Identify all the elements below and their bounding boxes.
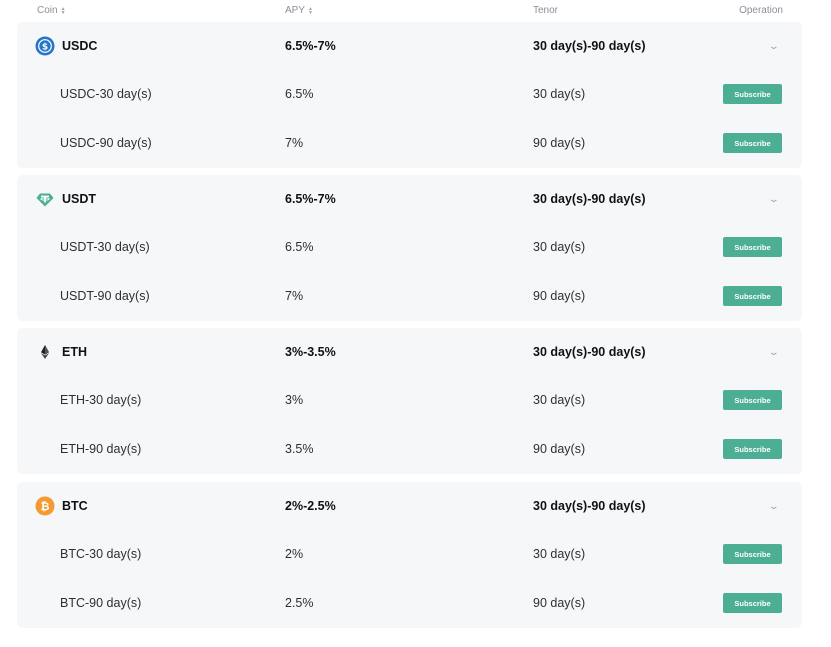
product-row: BTC-30 day(s) 2% 30 day(s) Subscribe: [17, 530, 802, 578]
product-tenor: 30 day(s): [533, 240, 586, 254]
coin-group-usdc: $ USDC 6.5%-7% 30 day(s)-90 day(s) ⌄ USD…: [17, 22, 802, 168]
sort-icon[interactable]: ▲ ▼: [60, 5, 66, 16]
product-row: ETH-30 day(s) 3% 30 day(s) Subscribe: [17, 376, 802, 424]
product-apy: 3.5%: [285, 442, 314, 456]
coin-column-header[interactable]: Coin ▲ ▼: [37, 5, 66, 16]
product-row: USDT-90 day(s) 7% 90 day(s) Subscribe: [17, 272, 802, 320]
tenor-range: 30 day(s)-90 day(s): [533, 345, 646, 359]
product-row: BTC-90 day(s) 2.5% 90 day(s) Subscribe: [17, 579, 802, 627]
subscribe-button[interactable]: Subscribe: [723, 84, 782, 104]
product-name: ETH-90 day(s): [60, 442, 142, 456]
subscribe-button[interactable]: Subscribe: [723, 544, 782, 564]
apy-range: 2%-2.5%: [285, 499, 336, 513]
chevron-down-icon[interactable]: ⌄: [768, 40, 780, 51]
chevron-down-icon[interactable]: ⌄: [768, 193, 780, 204]
tenor-column-header: Tenor: [533, 5, 559, 16]
btc-icon: ₿: [35, 496, 55, 516]
coin-group-usdt: USDT 6.5%-7% 30 day(s)-90 day(s) ⌄ USDT-…: [17, 175, 802, 321]
product-tenor: 30 day(s): [533, 547, 586, 561]
operation-column-header: Operation: [739, 5, 783, 16]
product-apy: 3%: [285, 393, 304, 407]
subscribe-button[interactable]: Subscribe: [723, 593, 782, 613]
chevron-down-icon[interactable]: ⌄: [768, 346, 780, 357]
sort-icon[interactable]: ▲ ▼: [308, 5, 313, 16]
tenor-range: 30 day(s)-90 day(s): [533, 499, 646, 513]
product-row: USDT-30 day(s) 6.5% 30 day(s) Subscribe: [17, 223, 802, 271]
product-name: BTC-90 day(s): [60, 596, 142, 610]
product-row: USDC-90 day(s) 7% 90 day(s) Subscribe: [17, 119, 802, 167]
product-name: USDC-90 day(s): [60, 136, 152, 150]
subscribe-button[interactable]: Subscribe: [723, 390, 782, 410]
apy-range: 6.5%-7%: [285, 39, 336, 53]
coin-summary-row[interactable]: ₿ BTC 2%-2.5% 30 day(s)-90 day(s) ⌄: [17, 482, 802, 530]
product-tenor: 30 day(s): [533, 393, 586, 407]
coin-summary-row[interactable]: ETH 3%-3.5% 30 day(s)-90 day(s) ⌄: [17, 328, 802, 376]
coin-name: BTC: [62, 499, 88, 513]
subscribe-button[interactable]: Subscribe: [723, 286, 782, 306]
product-tenor: 90 day(s): [533, 289, 586, 303]
tenor-range: 30 day(s)-90 day(s): [533, 192, 646, 206]
product-name: BTC-30 day(s): [60, 547, 142, 561]
product-tenor: 30 day(s): [533, 87, 586, 101]
product-apy: 2%: [285, 547, 304, 561]
chevron-down-icon[interactable]: ⌄: [768, 500, 780, 511]
product-tenor: 90 day(s): [533, 136, 586, 150]
usdt-icon: [35, 189, 55, 209]
usdc-icon: $: [35, 36, 55, 56]
product-tenor: 90 day(s): [533, 442, 586, 456]
coin-group-eth: ETH 3%-3.5% 30 day(s)-90 day(s) ⌄ ETH-30…: [17, 328, 802, 474]
eth-icon: [35, 342, 55, 362]
product-apy: 6.5%: [285, 87, 314, 101]
subscribe-button[interactable]: Subscribe: [723, 133, 782, 153]
product-apy: 6.5%: [285, 240, 314, 254]
table-header: Coin ▲ ▼ APY ▲ ▼ Tenor Operation: [0, 0, 831, 22]
coin-group-btc: ₿ BTC 2%-2.5% 30 day(s)-90 day(s) ⌄ BTC-…: [17, 482, 802, 628]
product-apy: 2.5%: [285, 596, 314, 610]
coin-summary-row[interactable]: USDT 6.5%-7% 30 day(s)-90 day(s) ⌄: [17, 175, 802, 223]
svg-text:$: $: [42, 42, 48, 52]
coin-name: ETH: [62, 345, 87, 359]
product-name: ETH-30 day(s): [60, 393, 142, 407]
apy-column-header[interactable]: APY ▲ ▼: [285, 5, 313, 16]
product-tenor: 90 day(s): [533, 596, 586, 610]
apy-range: 3%-3.5%: [285, 345, 336, 359]
product-name: USDT-90 day(s): [60, 289, 150, 303]
coin-summary-row[interactable]: $ USDC 6.5%-7% 30 day(s)-90 day(s) ⌄: [17, 22, 802, 70]
svg-text:₿: ₿: [41, 500, 50, 513]
subscribe-button[interactable]: Subscribe: [723, 237, 782, 257]
product-name: USDT-30 day(s): [60, 240, 150, 254]
product-name: USDC-30 day(s): [60, 87, 152, 101]
coin-name: USDC: [62, 39, 98, 53]
product-apy: 7%: [285, 136, 304, 150]
apy-range: 6.5%-7%: [285, 192, 336, 206]
tenor-range: 30 day(s)-90 day(s): [533, 39, 646, 53]
product-apy: 7%: [285, 289, 304, 303]
product-row: ETH-90 day(s) 3.5% 90 day(s) Subscribe: [17, 425, 802, 473]
coin-name: USDT: [62, 192, 97, 206]
product-row: USDC-30 day(s) 6.5% 30 day(s) Subscribe: [17, 70, 802, 118]
subscribe-button[interactable]: Subscribe: [723, 439, 782, 459]
